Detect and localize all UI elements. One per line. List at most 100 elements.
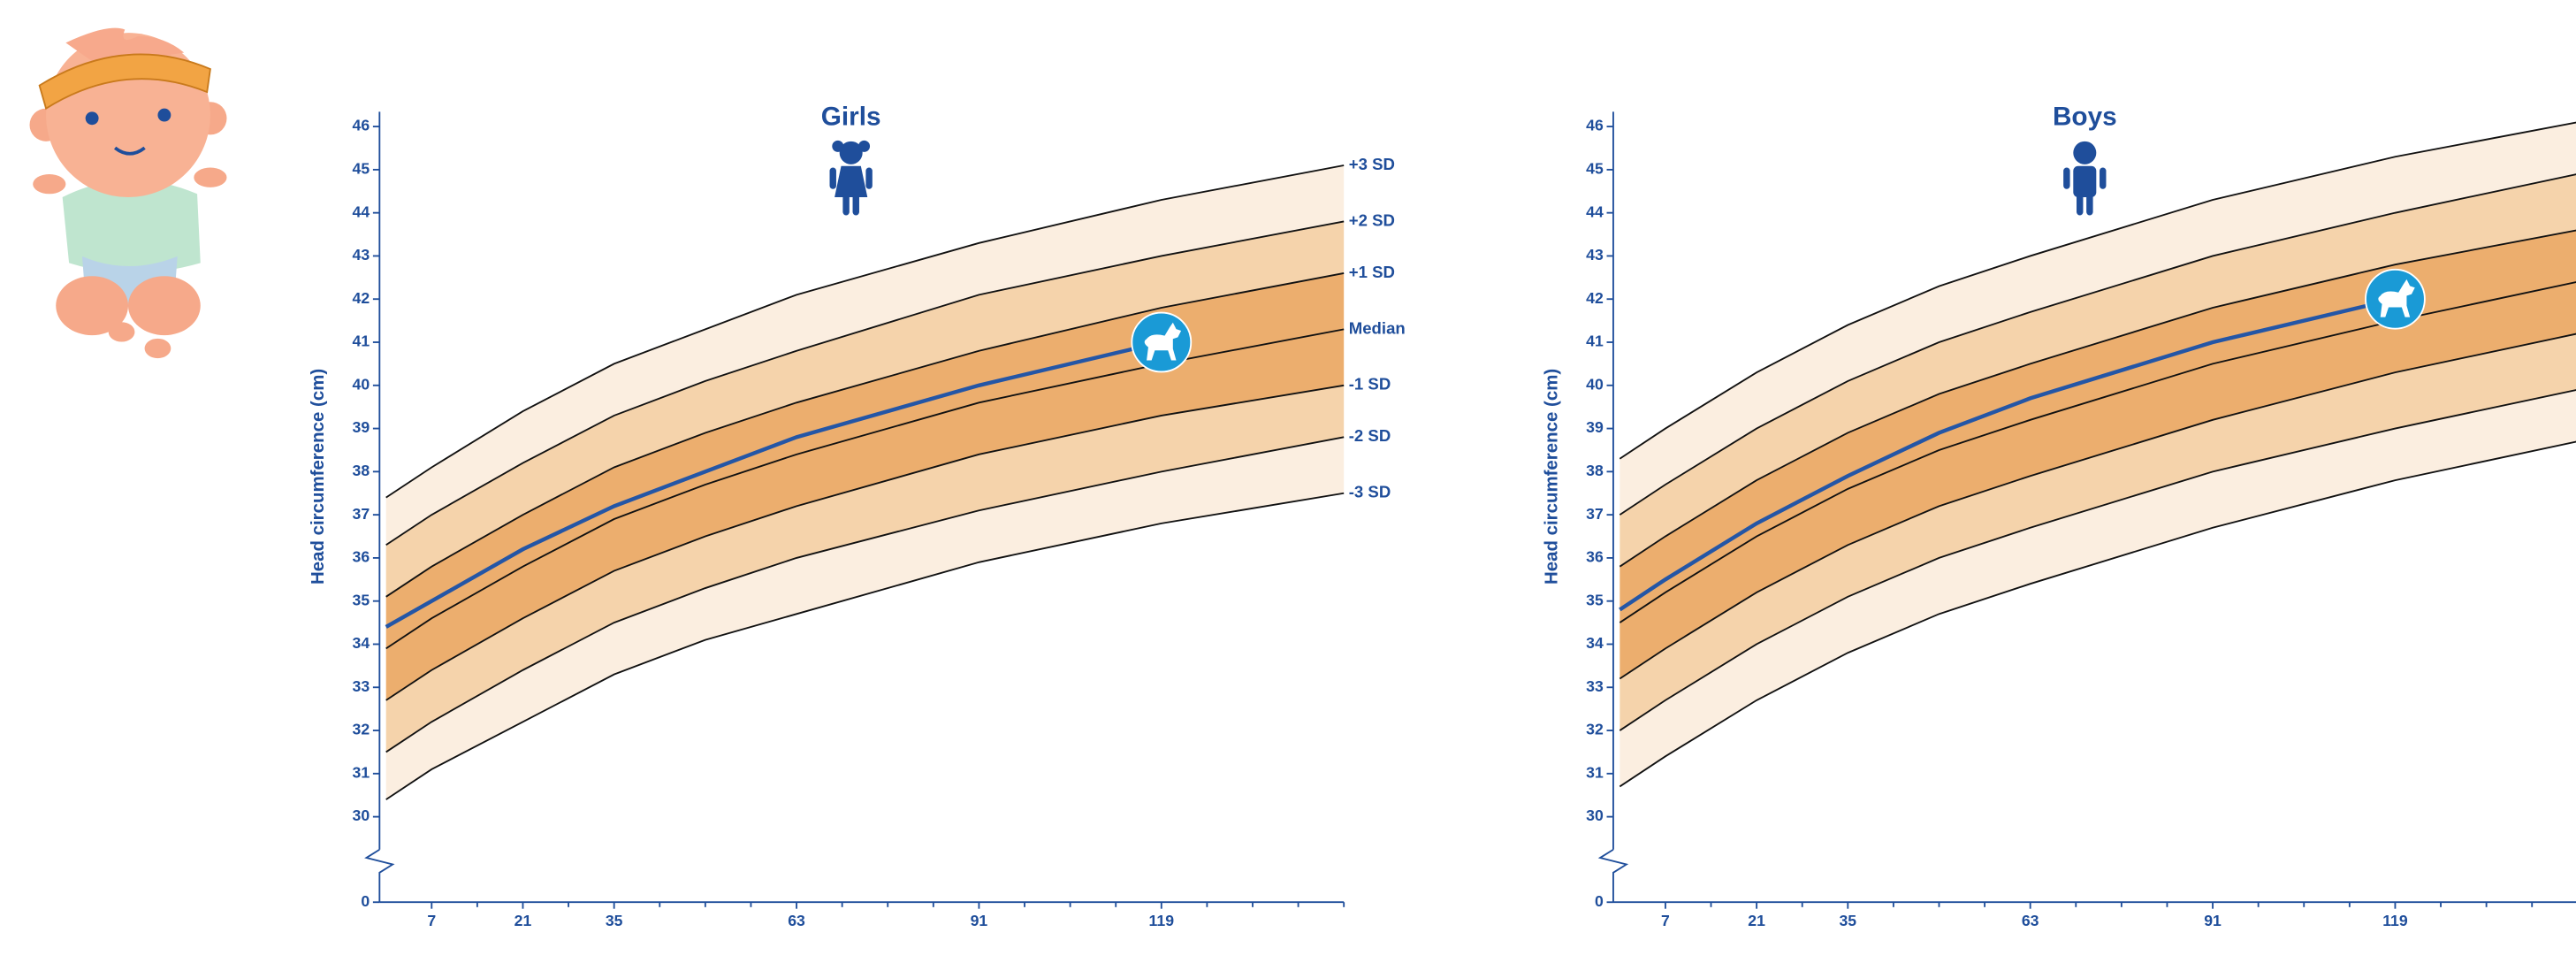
- y-tick-label: 46: [1586, 117, 1604, 134]
- sd-band: [1620, 122, 2576, 516]
- growth-chart: 0 30 31 32 33 34 35 36 37 38 39 40 41 42 43 44 45 46 7 21 35…: [1542, 103, 2576, 929]
- y-tick-label: 40: [1586, 375, 1604, 393]
- y-tick-label: 38: [353, 462, 370, 479]
- icon-arm: [2063, 167, 2070, 189]
- sd-line: [1619, 229, 2576, 568]
- sd-line: [385, 272, 1345, 598]
- sd-line: [1619, 281, 2576, 623]
- y-tick-label: 30: [353, 806, 370, 824]
- lamb-icon: [1131, 311, 1193, 373]
- axis-break: [364, 848, 395, 903]
- y-tick-label: 0: [1595, 892, 1604, 910]
- y-tick-label: 35: [1586, 591, 1604, 608]
- y-tick-label: 31: [353, 763, 370, 781]
- x-tick-label: 7: [427, 912, 436, 929]
- figure-icon: [2063, 141, 2107, 216]
- x-tick-label: 119: [1149, 912, 1175, 929]
- y-tick-label: 34: [1586, 634, 1604, 652]
- y-tick-label: 0: [361, 892, 370, 910]
- sd-label: +1 SD: [1349, 263, 1395, 281]
- y-tick-label: 39: [1586, 418, 1604, 436]
- sd-band: [1620, 282, 2576, 679]
- y-tick-label: 39: [353, 418, 370, 436]
- sd-line: [1619, 389, 2576, 731]
- icon-lamb: [1144, 322, 1182, 361]
- icon-leg: [2086, 194, 2093, 216]
- sd-line: [385, 328, 1345, 650]
- icon-body: [2073, 165, 2097, 198]
- y-tick-label: 30: [1586, 806, 1604, 824]
- sd-label: -3 SD: [1349, 483, 1391, 501]
- y-tick-label: 32: [353, 721, 370, 738]
- sd-band: [385, 385, 1345, 753]
- y-tick-label: 36: [353, 548, 370, 566]
- icon-leg: [2077, 194, 2084, 216]
- sd-line: [1619, 440, 2576, 788]
- icon-pigtail: [858, 140, 871, 152]
- icon-head: [839, 141, 863, 164]
- icon-body: [835, 165, 868, 198]
- y-tick-label: 35: [353, 591, 370, 608]
- y-tick-label: 45: [1586, 160, 1604, 178]
- x-tick-label: 35: [606, 912, 623, 929]
- y-tick-label: 40: [353, 375, 370, 393]
- sd-line: [385, 492, 1345, 800]
- growth-chart: 0 30 31 32 33 34 35 36 37 38 39 40 41 42 43 44 45 46 7 21 35…: [308, 103, 1406, 930]
- y-tick-label: 38: [1586, 462, 1604, 479]
- icon-arm: [2100, 167, 2107, 189]
- sd-line: [1619, 173, 2576, 516]
- y-tick-label: 41: [1586, 332, 1604, 350]
- sd-band: [385, 437, 1345, 800]
- sd-line: [385, 220, 1345, 546]
- chart-title: Boys: [2053, 103, 2117, 132]
- lamb-icon: [2365, 268, 2426, 330]
- y-tick-label: 44: [1586, 203, 1604, 220]
- sd-band: [385, 164, 1345, 546]
- sd-line: [385, 384, 1345, 701]
- icon-leg: [842, 194, 850, 216]
- icon-head: [2073, 141, 2097, 164]
- icon-pigtail: [832, 140, 844, 152]
- x-tick-label: 91: [2204, 912, 2222, 929]
- x-tick-label: 119: [2382, 912, 2408, 929]
- figure-icon: [829, 140, 873, 216]
- y-tick-label: 33: [353, 677, 370, 695]
- x-tick-label: 91: [971, 912, 988, 929]
- sd-band: [1620, 390, 2576, 787]
- icon-lamb: [2378, 279, 2415, 317]
- y-axis-label: Head circumference (cm): [308, 369, 328, 585]
- icon-arm: [865, 167, 873, 189]
- baby-illustration: [29, 27, 227, 359]
- child-line: [385, 340, 1162, 629]
- y-tick-label: 43: [353, 246, 370, 264]
- y-tick-label: 42: [1586, 289, 1604, 307]
- sd-label: +3 SD: [1349, 155, 1395, 173]
- icon-leg: [852, 194, 859, 216]
- y-tick-label: 44: [353, 203, 370, 220]
- sd-label: +2 SD: [1349, 210, 1395, 229]
- y-tick-label: 36: [1586, 548, 1604, 566]
- sd-line: [1619, 121, 2576, 460]
- y-tick-label: 34: [353, 634, 370, 652]
- sd-band: [385, 221, 1345, 597]
- sd-band: [1620, 333, 2576, 731]
- sd-band: [1620, 230, 2576, 623]
- y-tick-label: 31: [1586, 763, 1604, 781]
- sd-band: [385, 272, 1345, 649]
- sd-label: -2 SD: [1349, 426, 1391, 445]
- sd-line: [385, 164, 1345, 499]
- y-tick-label: 37: [1586, 505, 1604, 523]
- sd-line: [1619, 332, 2576, 680]
- y-tick-label: 43: [1586, 246, 1604, 264]
- y-tick-label: 33: [1586, 677, 1604, 695]
- axis-break: [1597, 848, 1629, 903]
- y-tick-label: 37: [353, 505, 370, 523]
- x-tick-label: 21: [514, 912, 532, 929]
- chart-title: Girls: [821, 103, 881, 132]
- y-tick-label: 41: [353, 332, 370, 350]
- y-axis-label: Head circumference (cm): [1542, 369, 1562, 585]
- sd-band: [385, 329, 1345, 700]
- x-tick-label: 21: [1748, 912, 1765, 929]
